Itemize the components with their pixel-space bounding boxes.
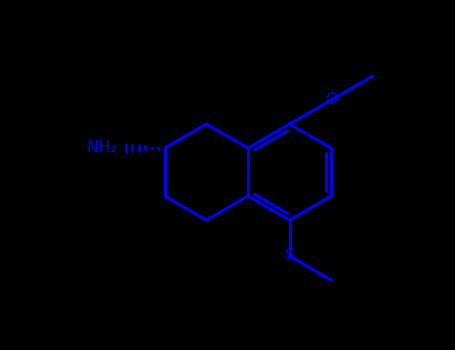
Text: NH₂: NH₂ (86, 140, 117, 155)
Text: O: O (325, 92, 338, 107)
Text: S: S (284, 248, 295, 264)
